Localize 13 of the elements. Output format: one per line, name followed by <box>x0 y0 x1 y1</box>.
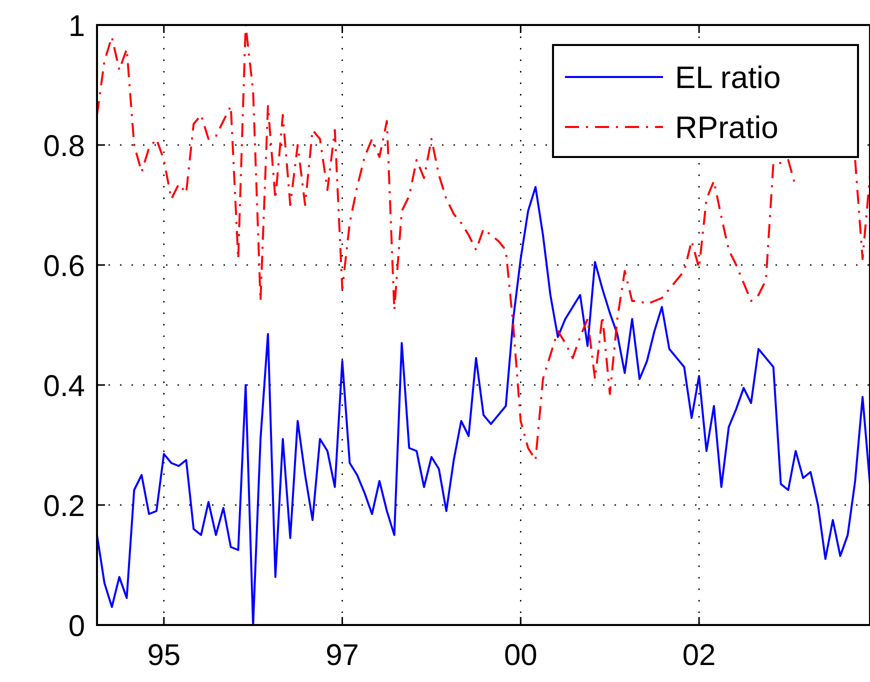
y-tick-label: 0.2 <box>43 490 85 523</box>
x-tick-label: 97 <box>326 639 359 672</box>
y-tick-label: 0 <box>68 610 85 643</box>
y-tick-label: 0.8 <box>43 130 85 163</box>
x-tick-label: 02 <box>682 639 716 672</box>
x-tick-label: 00 <box>504 639 538 672</box>
line-series <box>97 186 870 626</box>
y-tick-label: 1 <box>68 10 85 43</box>
legend-label: EL ratio <box>675 60 781 95</box>
x-tick-label: 95 <box>147 639 181 672</box>
y-tick-label: 0.4 <box>43 370 85 403</box>
y-tick-label: 0.6 <box>43 250 85 283</box>
legend-label: RPratio <box>675 110 778 145</box>
